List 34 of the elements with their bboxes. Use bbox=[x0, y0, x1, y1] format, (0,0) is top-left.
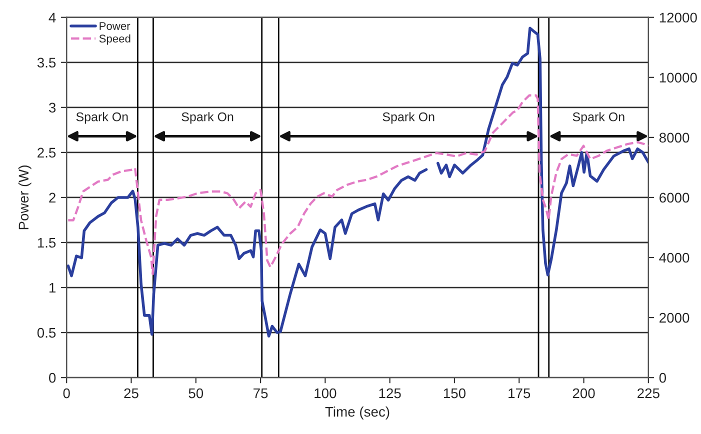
legend-label: Speed bbox=[99, 34, 130, 45]
y2-tick-label: 0 bbox=[659, 372, 666, 383]
y2-tick-label: 8000 bbox=[659, 132, 690, 143]
y2-tick-label: 2000 bbox=[660, 312, 690, 323]
y2-tick-label: 12000 bbox=[660, 12, 697, 23]
y-tick-label: 3 bbox=[48, 102, 56, 113]
y-tick-label: 1 bbox=[50, 283, 56, 293]
annotation: Spark On bbox=[382, 112, 434, 124]
y-tick-label: 0 bbox=[48, 372, 56, 383]
x-tick-label: 75 bbox=[254, 388, 268, 398]
x-tick-label: 25 bbox=[124, 388, 138, 398]
y2-tick-label: 4000 bbox=[659, 252, 690, 263]
y-tick-label: 2.5 bbox=[38, 148, 56, 158]
annotation: Spark On bbox=[572, 112, 624, 124]
y-tick-label: 0.5 bbox=[37, 328, 56, 338]
y2-tick-label: 6000 bbox=[660, 192, 690, 203]
x-tick-label: 225 bbox=[638, 388, 660, 398]
x-tick-label: 0 bbox=[63, 388, 70, 398]
y2-tick-label: 10000 bbox=[660, 72, 697, 83]
y-tick-label: 2 bbox=[49, 192, 56, 203]
x-axis-title: Time (sec) bbox=[325, 406, 390, 420]
y-axis-title: Power (W) bbox=[18, 166, 32, 230]
legend-label: Power bbox=[100, 22, 130, 30]
x-tick-label: 125 bbox=[379, 388, 401, 398]
y-tick-label: 4 bbox=[48, 12, 56, 22]
x-tick-label: 175 bbox=[508, 388, 530, 398]
x-tick-label: 100 bbox=[314, 388, 336, 398]
annotation: Spark On bbox=[182, 112, 234, 124]
y-tick-label: 1.5 bbox=[38, 238, 56, 248]
y-tick-label: 3.5 bbox=[37, 58, 56, 68]
x-tick-label: 50 bbox=[188, 388, 204, 398]
x-tick-label: 150 bbox=[444, 388, 466, 398]
x-tick-label: 200 bbox=[572, 388, 595, 398]
annotation: Spark On bbox=[76, 112, 128, 124]
